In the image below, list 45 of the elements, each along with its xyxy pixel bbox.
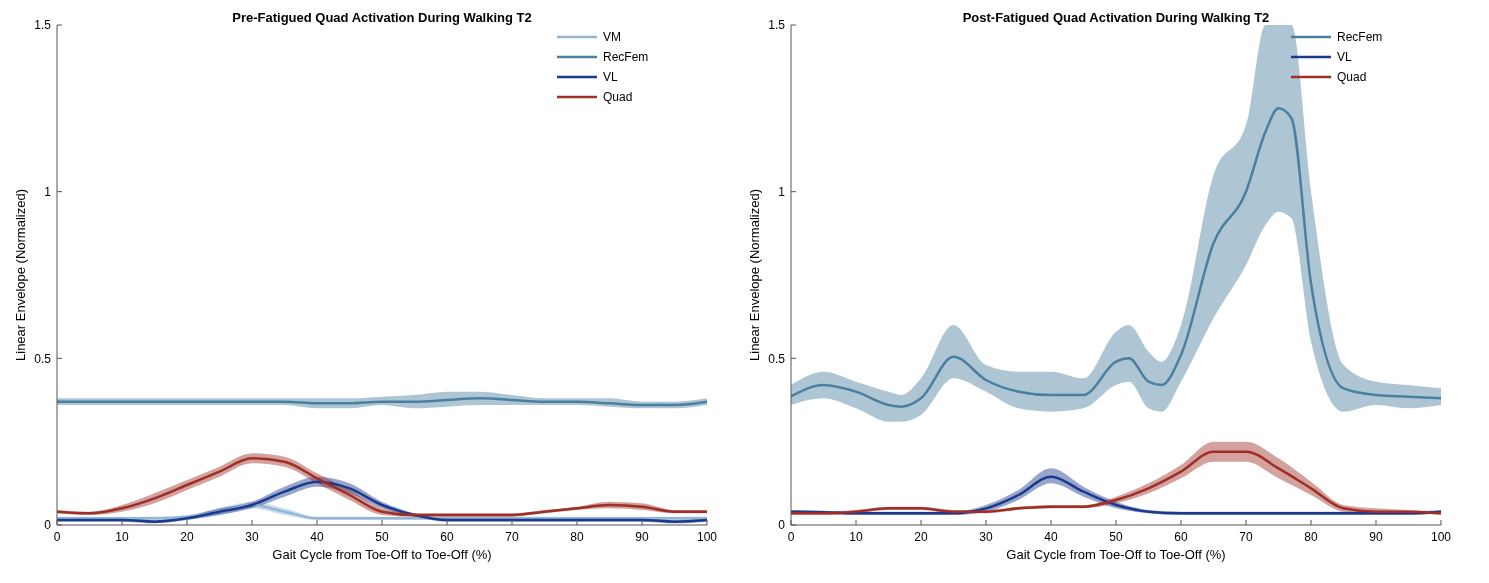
x-tick-label: 90 — [1369, 530, 1383, 544]
y-tick-label: 0.5 — [768, 351, 786, 366]
line-series — [791, 107, 1441, 408]
legend-label: RecFem — [1337, 30, 1383, 45]
legend-label: VL — [603, 70, 618, 85]
x-axis-title: Gait Cycle from Toe-Off to Toe-Off (%) — [1006, 547, 1226, 562]
x-axis-title: Gait Cycle from Toe-Off to Toe-Off (%) — [272, 547, 492, 562]
x-tick-label: 80 — [1304, 530, 1318, 544]
legend-label: RecFem — [603, 50, 649, 65]
chart-title: Pre-Fatigued Quad Activation During Walking T2 — [232, 10, 532, 25]
x-tick-label: 0 — [787, 530, 795, 544]
x-tick-label: 30 — [245, 530, 259, 544]
x-tick-label: 80 — [570, 530, 584, 544]
legend-label: Quad — [1337, 70, 1367, 85]
line-series — [57, 397, 707, 407]
x-tick-label: 40 — [310, 530, 324, 544]
x-tick-label: 20 — [180, 530, 194, 544]
x-tick-label: 60 — [1174, 530, 1188, 544]
x-tick-label: 0 — [53, 530, 61, 544]
x-tick-label: 40 — [1044, 530, 1058, 544]
x-tick-label: 90 — [635, 530, 649, 544]
x-tick-label: 60 — [440, 530, 454, 544]
x-tick-label: 100 — [696, 530, 718, 544]
y-tick-label: 1 — [778, 184, 786, 199]
x-tick-label: 50 — [1109, 530, 1123, 544]
x-tick-label: 50 — [375, 530, 389, 544]
y-tick-label: 0 — [778, 518, 786, 533]
y-tick-label: 1.5 — [768, 18, 786, 33]
chart-title: Post-Fatigued Quad Activation During Walking T2 — [962, 10, 1270, 25]
legend-label: VM — [603, 30, 621, 45]
x-tick-label: 70 — [1239, 530, 1253, 544]
y-axis-title: Linear Envelope (Normalized) — [747, 189, 762, 361]
y-tick-label: 0 — [44, 518, 52, 533]
y-tick-label: 0.5 — [34, 351, 52, 366]
y-tick-label: 1.5 — [34, 18, 52, 33]
legend-label: VL — [1337, 50, 1352, 65]
legend-label: Quad — [603, 90, 633, 105]
x-tick-label: 100 — [1430, 530, 1452, 544]
x-tick-label: 10 — [115, 530, 129, 544]
y-axis-title: Linear Envelope (Normalized) — [13, 189, 28, 361]
x-tick-label: 10 — [849, 530, 863, 544]
x-tick-label: 20 — [914, 530, 928, 544]
x-tick-label: 70 — [505, 530, 519, 544]
y-tick-label: 1 — [44, 184, 52, 199]
x-tick-label: 30 — [979, 530, 993, 544]
